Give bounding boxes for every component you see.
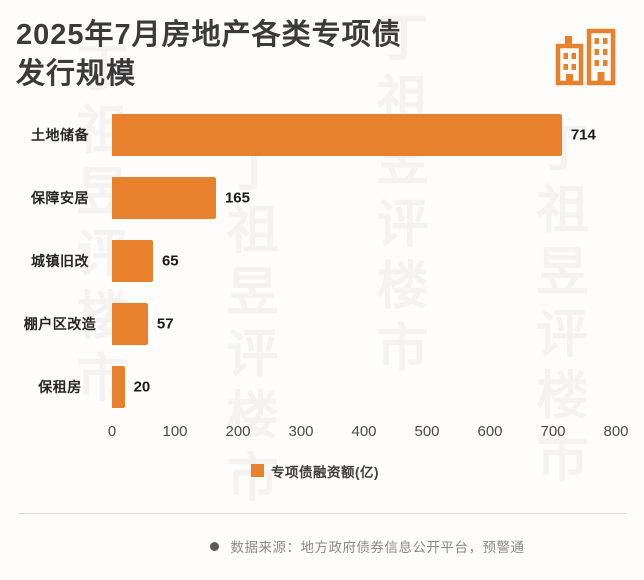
bar-value-label: 57 — [156, 315, 174, 333]
page-title-line1: 2025年7月房地产各类专项债 — [16, 19, 402, 51]
bar-row: 保租房 20 — [14, 356, 616, 419]
x-axis: 0 100 200 300 400 500 600 700 800 — [14, 422, 629, 445]
x-tick-label: 800 — [603, 422, 629, 440]
page-title-line2: 发行规模 — [16, 57, 137, 90]
bar-value-label: 65 — [161, 252, 179, 270]
category-label: 土地储备 — [31, 127, 89, 144]
footer-content: 数据来源：地方政府债券信息公开平台，预警通 — [16, 514, 628, 580]
x-tick-label: 200 — [225, 422, 251, 440]
bar-track: 714 — [112, 114, 616, 157]
footer: 数据来源：地方政府债券信息公开平台，预警通 — [0, 513, 644, 580]
x-tick-label: 600 — [477, 422, 503, 440]
legend-swatch-icon — [251, 464, 264, 478]
page-title: 2025年7月房地产各类专项债 发行规模 — [16, 16, 402, 94]
category-label: 棚户区改造 — [23, 316, 97, 333]
bar — [112, 366, 125, 409]
legend-label: 专项债融资额(亿) — [271, 464, 379, 480]
buildings-icon — [555, 28, 616, 86]
data-source-text: 数据来源：地方政府债券信息公开平台，预警通 — [230, 540, 525, 555]
bar-track: 20 — [112, 366, 616, 409]
bar — [112, 303, 148, 346]
bar-row: 城镇旧改 65 — [14, 230, 616, 293]
bar-value-label: 20 — [133, 378, 151, 396]
bullet-icon — [209, 541, 219, 551]
x-tick-label: 0 — [107, 422, 117, 440]
axis-tick-labels: 0 100 200 300 400 500 600 700 800 — [108, 422, 629, 445]
bar — [112, 114, 562, 157]
category-label: 保障安居 — [31, 190, 89, 207]
bar-row: 土地储备 714 — [14, 104, 616, 167]
x-tick-label: 700 — [540, 422, 566, 440]
bar-track: 65 — [112, 240, 616, 283]
bar-row: 保障安居 165 — [14, 167, 616, 230]
bar-value-label: 165 — [224, 189, 250, 207]
bar — [112, 177, 216, 220]
category-label: 城镇旧改 — [31, 253, 89, 270]
x-tick-label: 400 — [351, 422, 377, 440]
category-label: 保租房 — [38, 379, 82, 396]
bar-value-label: 714 — [570, 126, 596, 144]
bar-track: 57 — [112, 303, 616, 346]
axis-spacer — [14, 423, 112, 445]
x-tick-label: 500 — [414, 422, 440, 440]
legend: 专项债融资额(亿) — [14, 461, 616, 481]
bar-track: 165 — [112, 177, 616, 220]
bar-row: 棚户区改造 57 — [14, 293, 616, 356]
bar — [112, 240, 153, 283]
bar-chart: 土地储备 714 保障安居 165 城镇旧改 65 棚户区改造 57 保租房 20 0 100 200… — [0, 98, 644, 481]
footer-divider — [18, 513, 626, 514]
x-tick-label: 100 — [162, 422, 188, 440]
header: 2025年7月房地产各类专项债 发行规模 — [0, 0, 644, 98]
bar-rows: 土地储备 714 保障安居 165 城镇旧改 65 棚户区改造 57 保租房 20 — [14, 104, 616, 419]
x-tick-label: 300 — [288, 422, 314, 440]
